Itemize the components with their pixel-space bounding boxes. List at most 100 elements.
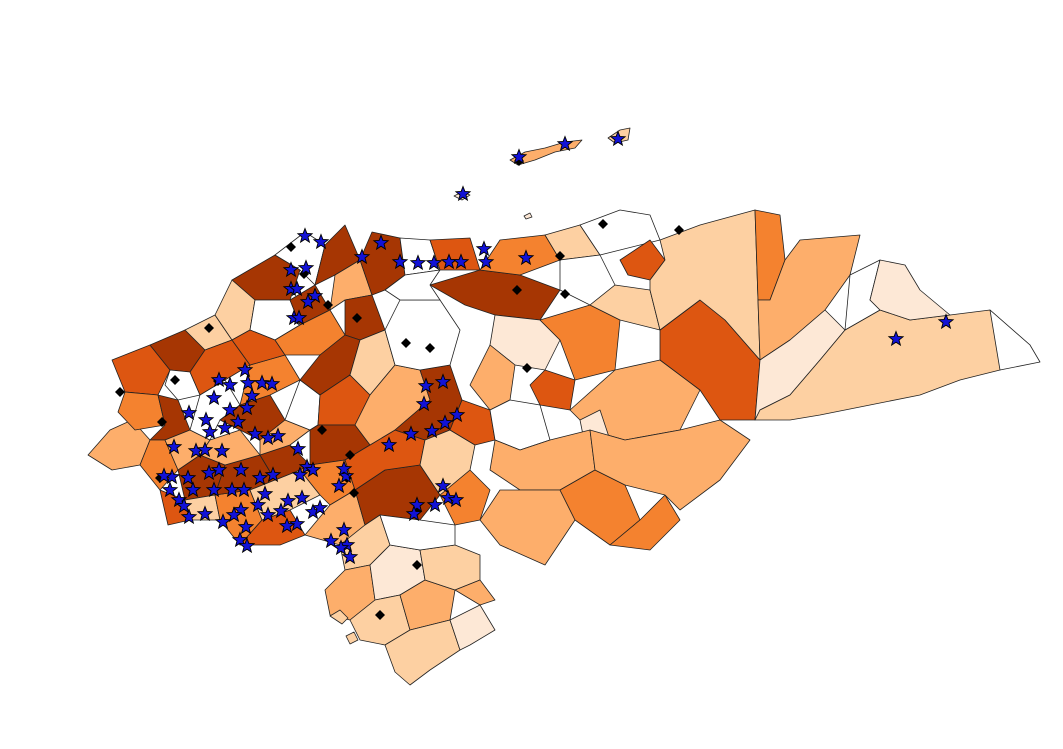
diamond-marker	[425, 343, 435, 353]
star-marker	[475, 240, 493, 257]
star-marker	[165, 438, 183, 455]
star-marker	[155, 467, 173, 484]
diamond-marker	[349, 488, 359, 498]
star-marker	[380, 436, 398, 453]
star-marker	[225, 506, 243, 523]
diamond-marker	[204, 323, 214, 333]
star-marker	[213, 442, 231, 459]
star-marker	[415, 395, 433, 412]
star-marker	[196, 505, 214, 522]
municipality-region	[609, 494, 681, 551]
star-marker	[312, 233, 330, 250]
star-marker	[322, 532, 340, 549]
island-region	[345, 631, 359, 645]
star-marker	[372, 234, 390, 251]
star-marker	[205, 389, 223, 406]
star-marker	[259, 506, 277, 523]
star-marker	[264, 466, 282, 483]
municipality-region	[579, 209, 661, 256]
star-marker	[510, 148, 528, 165]
star-marker	[330, 477, 348, 494]
star-marker	[180, 404, 198, 421]
star-marker	[232, 461, 250, 478]
star-marker	[253, 374, 271, 391]
star-markers	[155, 130, 955, 565]
star-marker	[402, 425, 420, 442]
star-marker	[179, 469, 197, 486]
diamond-marker	[598, 219, 608, 229]
municipality-regions	[87, 209, 1041, 686]
star-marker	[239, 374, 257, 391]
diamond-marker	[170, 375, 180, 385]
municipality-region	[384, 299, 461, 371]
diamond-marker	[352, 313, 362, 323]
star-marker	[289, 440, 307, 457]
star-marker	[447, 491, 465, 508]
star-marker	[221, 401, 239, 418]
star-marker	[335, 521, 353, 538]
star-marker	[175, 497, 193, 514]
municipality-region	[479, 234, 561, 276]
star-marker	[439, 489, 457, 506]
municipality-region	[111, 344, 171, 396]
municipality-region	[379, 514, 456, 551]
star-marker	[231, 531, 249, 548]
star-marker	[210, 371, 228, 388]
star-marker	[290, 309, 308, 326]
star-marker	[278, 517, 296, 534]
municipality-region	[384, 269, 441, 301]
star-marker	[214, 513, 232, 530]
star-marker	[448, 406, 466, 423]
star-marker	[238, 537, 256, 554]
star-marker	[205, 481, 223, 498]
diamond-marker	[345, 450, 355, 460]
star-marker	[180, 508, 198, 525]
star-marker	[423, 422, 441, 439]
star-marker	[332, 539, 350, 556]
star-marker	[272, 502, 290, 519]
star-marker	[517, 249, 535, 266]
star-marker	[259, 429, 277, 446]
star-marker	[288, 515, 306, 532]
star-marker	[238, 399, 256, 416]
star-marker	[229, 413, 247, 430]
star-marker	[200, 464, 218, 481]
diamond-marker	[317, 425, 327, 435]
star-marker	[297, 259, 315, 276]
star-marker	[454, 185, 472, 202]
star-marker	[235, 481, 253, 498]
diamond-marker	[115, 387, 125, 397]
municipality-region	[649, 209, 761, 361]
star-marker	[251, 469, 269, 486]
star-marker	[197, 411, 215, 428]
star-marker	[425, 254, 443, 271]
star-marker	[409, 254, 427, 271]
municipality-region	[989, 309, 1041, 371]
star-marker	[216, 419, 234, 436]
municipality-region	[757, 234, 861, 361]
star-marker	[269, 427, 287, 444]
municipality-region	[869, 259, 951, 321]
star-marker	[237, 518, 255, 535]
diamond-marker	[286, 242, 296, 252]
municipality-region	[529, 369, 576, 411]
star-marker	[196, 441, 214, 458]
star-marker	[256, 485, 274, 502]
star-marker	[391, 253, 409, 270]
island-region	[329, 609, 349, 625]
star-marker	[341, 548, 359, 565]
star-marker	[408, 496, 426, 513]
star-marker	[434, 477, 452, 494]
municipality-region	[384, 619, 461, 686]
diamond-marker	[323, 300, 333, 310]
star-marker	[311, 499, 329, 516]
municipality-region	[259, 419, 311, 456]
star-marker	[306, 287, 324, 304]
star-marker	[405, 505, 423, 522]
star-marker	[184, 481, 202, 498]
star-marker	[426, 496, 444, 513]
diamond-marker	[674, 225, 684, 235]
star-marker	[452, 253, 470, 270]
star-marker	[161, 481, 179, 498]
